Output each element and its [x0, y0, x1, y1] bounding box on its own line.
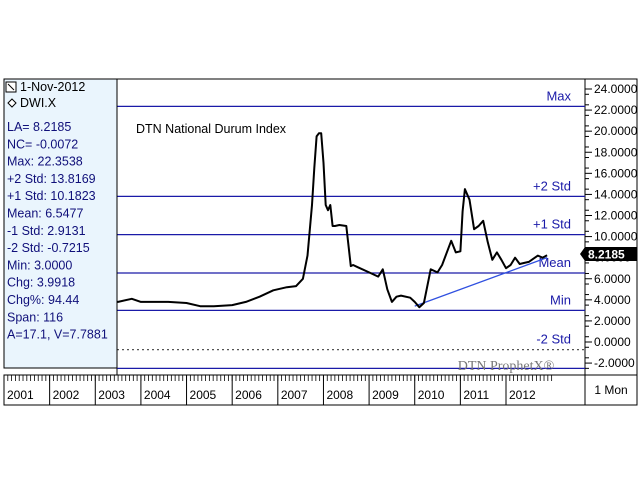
y-tick-label: 20.0000	[594, 124, 638, 138]
y-tick-label: 16.0000	[594, 166, 638, 180]
last-value-text: 8.2185	[588, 248, 625, 262]
x-tick-label: 2001	[7, 388, 34, 402]
y-tick-label: 12.0000	[594, 209, 638, 223]
info-line: +2 Std: 13.8169	[7, 172, 96, 186]
info-line: LA= 8.2185	[7, 120, 71, 134]
y-tick-label: 14.0000	[594, 187, 638, 201]
x-tick-label: 2008	[326, 388, 353, 402]
info-line: Min: 3.0000	[7, 258, 72, 272]
x-tick-label: 2003	[98, 388, 125, 402]
info-line: Mean: 6.5477	[7, 207, 83, 221]
y-tick-label: 2.0000	[594, 314, 631, 328]
minor-ticks	[3, 375, 553, 381]
y-tick-label: 6.0000	[594, 272, 631, 286]
chart-title: DTN National Durum Index	[136, 122, 287, 136]
x-tick-label: 2006	[235, 388, 262, 402]
x-tick-label: 2011	[463, 388, 489, 402]
x-tick-label: 2009	[372, 388, 399, 402]
level-label: Min	[550, 292, 571, 307]
info-line: Chg%: 94.44	[7, 293, 79, 307]
info-line: Max: 22.3538	[7, 155, 83, 169]
level-label: -2 Std	[536, 332, 571, 347]
info-line: Chg: 3.9918	[7, 276, 75, 290]
info-line: A=17.1, V=7.7881	[7, 328, 108, 342]
y-tick-label: 24.0000	[594, 82, 638, 96]
info-line: -1 Std: 2.9131	[7, 224, 86, 238]
info-panel: 1-Nov-2012 DWI.X LA= 8.2185 NC= -0.0072 Ma…	[3, 78, 118, 369]
price-series-line	[3, 132, 548, 309]
plot-area	[116, 78, 586, 376]
x-tick-label: 2010	[418, 388, 445, 402]
x-axis-panel	[3, 374, 586, 406]
x-tick-label: 2004	[144, 388, 171, 402]
period-box[interactable]	[584, 374, 638, 406]
last-value-badge: 8.2185	[580, 247, 637, 262]
y-tick-label: -2.0000	[594, 356, 635, 370]
brand-watermark: DTN ProphetX®	[458, 359, 555, 374]
trend-layer	[414, 257, 548, 307]
x-tick-label: 2005	[190, 388, 217, 402]
level-label: Mean	[538, 255, 571, 270]
info-date: 1-Nov-2012	[20, 80, 85, 94]
diamond-icon	[7, 98, 17, 108]
y-tick-label: 0.0000	[594, 335, 631, 349]
info-symbol: DWI.X	[20, 96, 57, 110]
y-tick-label: 10.0000	[594, 230, 638, 244]
period-label: 1 Mon	[594, 383, 627, 397]
x-tick-label: 2002	[53, 388, 80, 402]
y-axis-ticks: 24.0000 22.0000 20.0000 18.0000 16.0000 14.00…	[585, 82, 638, 370]
x-axis-ticks: 2001 2002 2003 2004 2005 2006 2007 2008 2009 2010…	[3, 375, 536, 405]
info-line: Span: 116	[7, 310, 63, 324]
info-line: -2 Std: -0.7215	[7, 241, 90, 255]
level-label: Max	[546, 88, 571, 103]
info-line: NC= -0.0072	[7, 137, 78, 151]
y-tick-label: 4.0000	[594, 293, 631, 307]
series-layer	[3, 132, 548, 309]
level-label: +1 Std	[533, 217, 571, 232]
level-label: +2 Std	[533, 178, 571, 193]
trend-line	[414, 257, 548, 307]
x-tick-label: 2012	[509, 388, 536, 402]
y-tick-label: 18.0000	[594, 145, 638, 159]
info-line: +1 Std: 10.1823	[7, 189, 96, 203]
x-tick-label: 2007	[281, 388, 308, 402]
right-axis-panel	[584, 78, 638, 376]
y-tick-label: 22.0000	[594, 103, 638, 117]
